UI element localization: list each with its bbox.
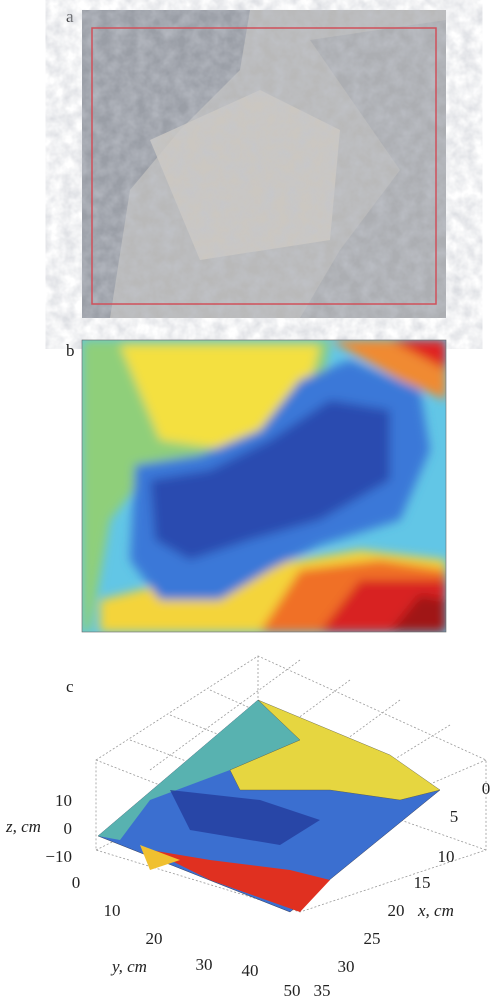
z-tick-label: 0 [64, 819, 73, 838]
photo [82, 10, 446, 318]
z-axis-label: z, cm [5, 817, 41, 836]
x-tick-label: 15 [414, 873, 431, 892]
heatmap [82, 340, 446, 632]
y-tick-label: 40 [242, 961, 259, 980]
x-tick-label: 20 [388, 901, 405, 920]
x-axis-label: x, cm [417, 901, 454, 920]
x-tick-label: 0 [482, 779, 491, 798]
y-tick-label: 30 [196, 955, 213, 974]
panel-label: b [66, 341, 75, 360]
x-tick-label: 10 [438, 847, 455, 866]
x-tick-label: 30 [338, 957, 355, 976]
y-tick-label: 20 [146, 929, 163, 948]
y-axis-label: y, cm [110, 957, 147, 976]
z-tick-label: 10 [55, 791, 72, 810]
y-tick-label: 50 [284, 981, 301, 1000]
panel-label: c [66, 677, 74, 696]
x-tick-label: 5 [450, 807, 459, 826]
z-tick-label: −10 [45, 847, 72, 866]
y-tick-label: 0 [72, 873, 81, 892]
x-tick-label: 25 [364, 929, 381, 948]
figure: a b c [0, 0, 494, 1002]
x-tick-label: 35 [314, 981, 331, 1000]
panel-label: a [66, 7, 74, 26]
y-tick-label: 10 [104, 901, 121, 920]
surface [98, 700, 440, 912]
